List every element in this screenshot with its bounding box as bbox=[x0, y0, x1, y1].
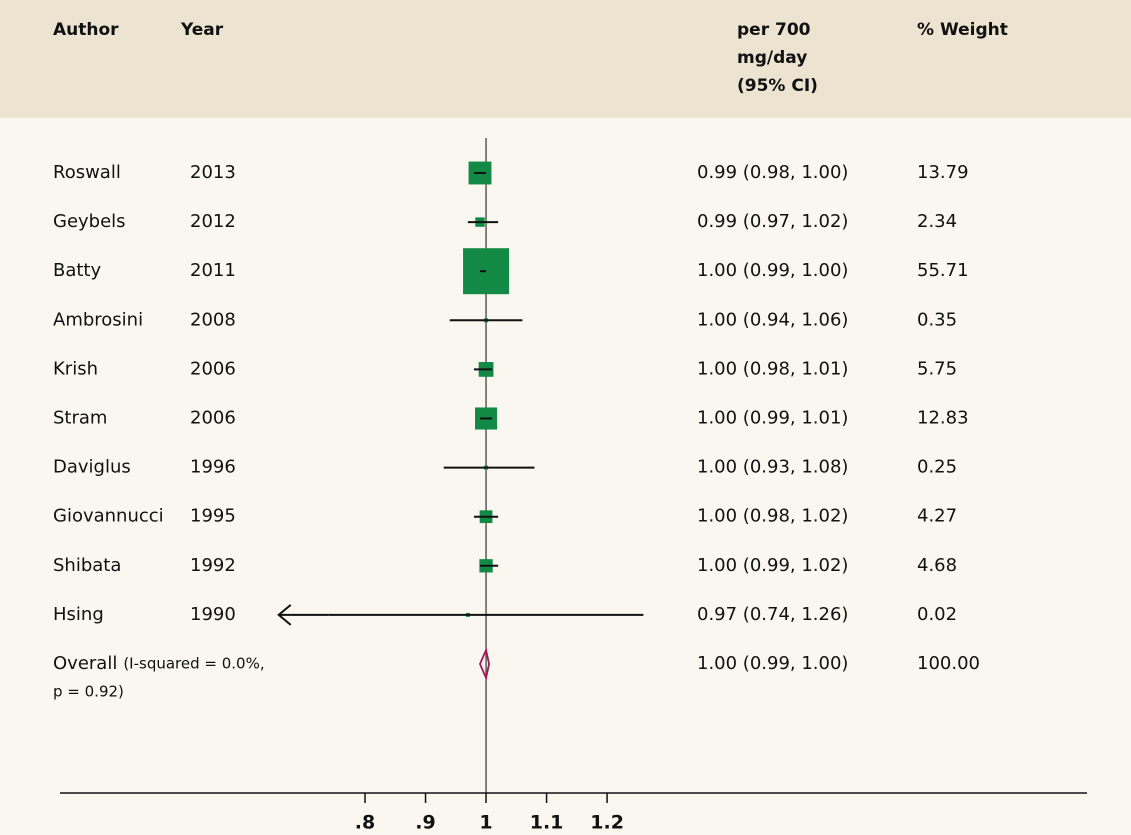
header-ci: per 700 bbox=[737, 20, 811, 40]
weight: 100.00 bbox=[917, 653, 980, 674]
ci-label: 0.99 (0.98, 1.00) bbox=[697, 162, 848, 183]
x-tick-label: 1.2 bbox=[590, 812, 624, 834]
weight: 12.83 bbox=[917, 408, 969, 429]
year: 2011 bbox=[190, 260, 236, 281]
year: 2013 bbox=[190, 162, 236, 183]
author: Ambrosini bbox=[53, 309, 143, 330]
x-tick-label: .8 bbox=[355, 812, 375, 834]
ci-arrow bbox=[277, 604, 329, 626]
x-tick-label: 1.1 bbox=[530, 812, 564, 834]
ci-label: 1.00 (0.99, 1.01) bbox=[697, 408, 848, 429]
header-band bbox=[0, 0, 1131, 118]
ci-label: 1.00 (0.98, 1.01) bbox=[697, 358, 848, 379]
ci-label: 1.00 (0.99, 1.00) bbox=[697, 260, 848, 281]
overall-note: p = 0.92) bbox=[53, 683, 124, 701]
overall-diamond bbox=[479, 647, 490, 681]
weight: 5.75 bbox=[917, 358, 957, 379]
ci-label: 0.99 (0.97, 1.02) bbox=[697, 211, 848, 232]
author: Daviglus bbox=[53, 457, 131, 478]
header-ci: mg/day bbox=[737, 48, 807, 68]
weight: 0.35 bbox=[917, 309, 957, 330]
year: 1996 bbox=[190, 457, 236, 478]
year: 2006 bbox=[190, 358, 236, 379]
weight: 55.71 bbox=[917, 260, 969, 281]
ci-label: 1.00 (0.99, 1.02) bbox=[697, 555, 848, 576]
header-year: Year bbox=[180, 20, 224, 40]
author: Batty bbox=[53, 260, 101, 281]
overall-label: Overall bbox=[53, 653, 117, 674]
year: 2006 bbox=[190, 408, 236, 429]
weight: 0.02 bbox=[917, 604, 957, 625]
weight: 2.34 bbox=[917, 211, 957, 232]
year: 1990 bbox=[190, 604, 236, 625]
author: Roswall bbox=[53, 162, 121, 183]
year: 2012 bbox=[190, 211, 236, 232]
ci-label: 1.00 (0.98, 1.02) bbox=[697, 506, 848, 527]
header-author: Author bbox=[53, 20, 119, 40]
author: Giovannucci bbox=[53, 506, 164, 527]
author: Hsing bbox=[53, 604, 104, 625]
overall-note: (I-squared = 0.0%, bbox=[123, 655, 264, 673]
author: Stram bbox=[53, 408, 107, 429]
author: Geybels bbox=[53, 211, 126, 232]
year: 1992 bbox=[190, 555, 236, 576]
author: Krish bbox=[53, 358, 98, 379]
weight: 4.27 bbox=[917, 506, 957, 527]
weight: 4.68 bbox=[917, 555, 957, 576]
ci-label: 1.00 (0.99, 1.00) bbox=[697, 653, 848, 674]
weight: 13.79 bbox=[917, 162, 969, 183]
author: Shibata bbox=[53, 555, 121, 576]
ci-label: 1.00 (0.93, 1.08) bbox=[697, 457, 848, 478]
x-tick-label: .9 bbox=[415, 812, 435, 834]
ci-label: 0.97 (0.74, 1.26) bbox=[697, 604, 848, 625]
header-ci: (95% CI) bbox=[737, 76, 818, 96]
year: 2008 bbox=[190, 309, 236, 330]
header-weight: % Weight bbox=[917, 20, 1008, 40]
ci-label: 1.00 (0.94, 1.06) bbox=[697, 309, 848, 330]
x-tick-label: 1 bbox=[479, 812, 492, 834]
year: 1995 bbox=[190, 506, 236, 527]
weight: 0.25 bbox=[917, 457, 957, 478]
